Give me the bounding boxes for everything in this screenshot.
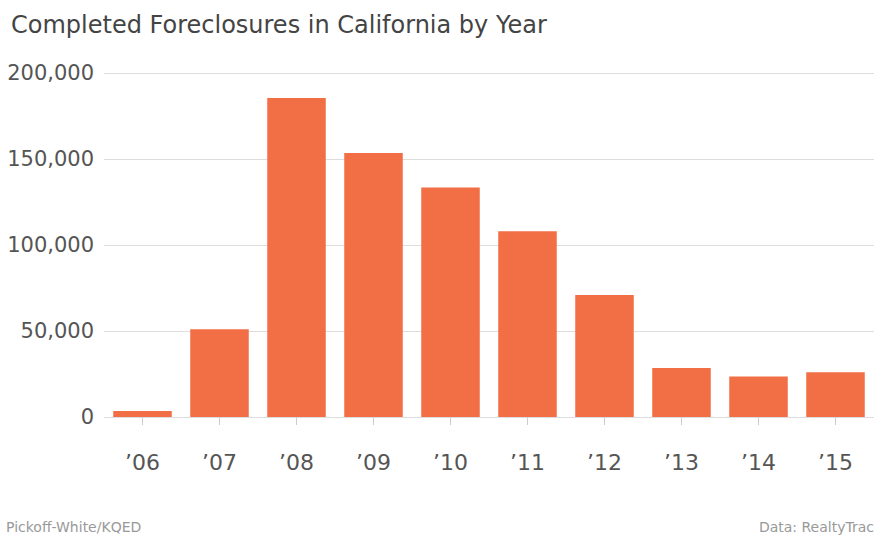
svg-text:0: 0: [81, 405, 94, 429]
svg-text:50,000: 50,000: [21, 319, 94, 343]
svg-text:200,000: 200,000: [7, 61, 94, 85]
svg-text:’07: ’07: [202, 450, 237, 475]
svg-text:’10: ’10: [433, 450, 468, 475]
svg-text:’08: ’08: [279, 450, 314, 475]
svg-text:’06: ’06: [125, 450, 160, 475]
svg-text:’12: ’12: [587, 450, 622, 475]
svg-text:150,000: 150,000: [7, 147, 94, 171]
svg-text:Data: RealtyTrac: Data: RealtyTrac: [759, 519, 874, 535]
svg-text:’15: ’15: [818, 450, 853, 475]
svg-text:100,000: 100,000: [7, 233, 94, 257]
svg-text:’09: ’09: [356, 450, 391, 475]
svg-text:’13: ’13: [664, 450, 699, 475]
svg-text:Pickoff-White/KQED: Pickoff-White/KQED: [6, 519, 141, 535]
svg-text:Completed Foreclosures in Cali: Completed Foreclosures in California by …: [11, 11, 547, 39]
svg-text:’14: ’14: [741, 450, 776, 475]
svg-text:’11: ’11: [510, 450, 545, 475]
